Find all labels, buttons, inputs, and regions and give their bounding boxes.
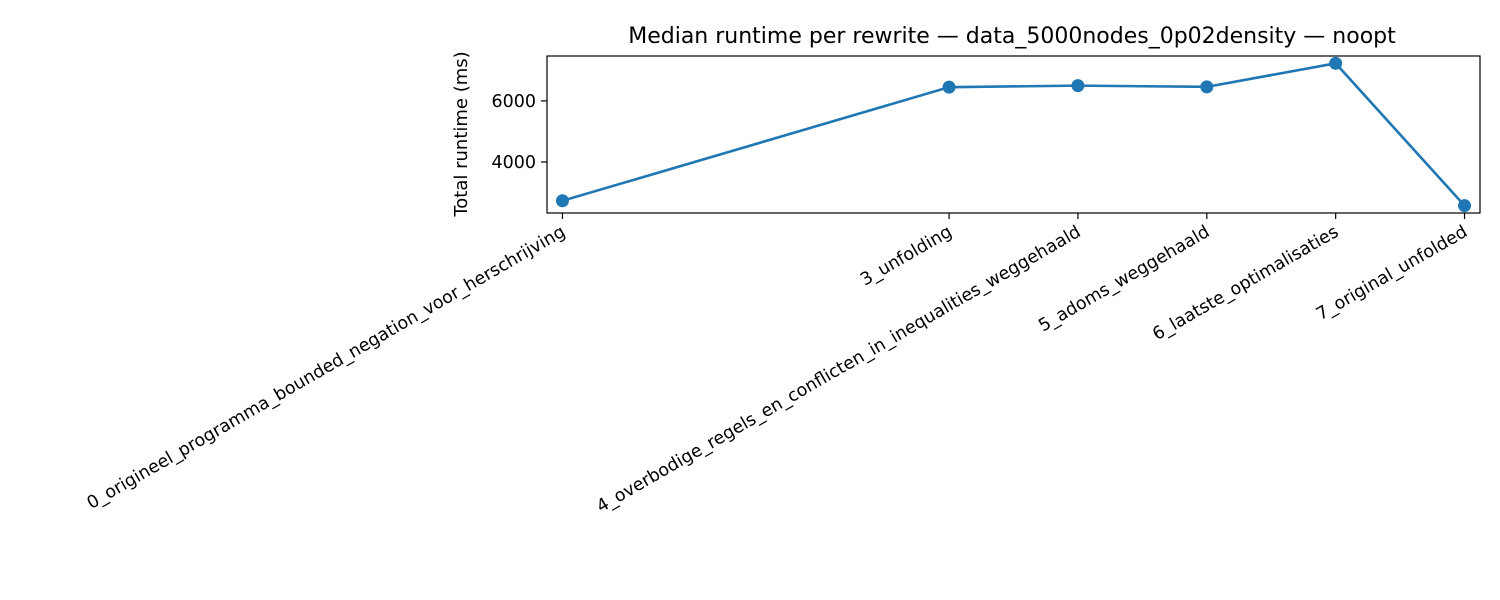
x-tick-label: 3_unfolding: [857, 222, 955, 290]
y-tick-label: 6000: [491, 92, 536, 112]
data-point: [1458, 199, 1472, 213]
y-tick-label: 4000: [491, 153, 536, 173]
y-axis-label: Total runtime (ms): [451, 51, 472, 217]
chart-title: Median runtime per rewrite — data_5000no…: [628, 24, 1396, 49]
series-group: [555, 56, 1472, 213]
x-tick-label: 4_overbodige_regels_en_conflicten_in_ine…: [593, 222, 1084, 517]
series-line: [562, 61, 1466, 207]
data-point: [1200, 80, 1214, 94]
data-point: [1071, 79, 1085, 93]
plot-frame: [546, 55, 1481, 214]
x-tick-label: 0_origineel_programma_bounded_negation_v…: [84, 222, 569, 514]
data-point: [1329, 56, 1343, 70]
x-axis: 0_origineel_programma_bounded_negation_v…: [84, 213, 1471, 517]
data-point: [942, 80, 956, 94]
data-point: [555, 194, 569, 208]
y-axis: 4000 6000: [491, 92, 547, 173]
